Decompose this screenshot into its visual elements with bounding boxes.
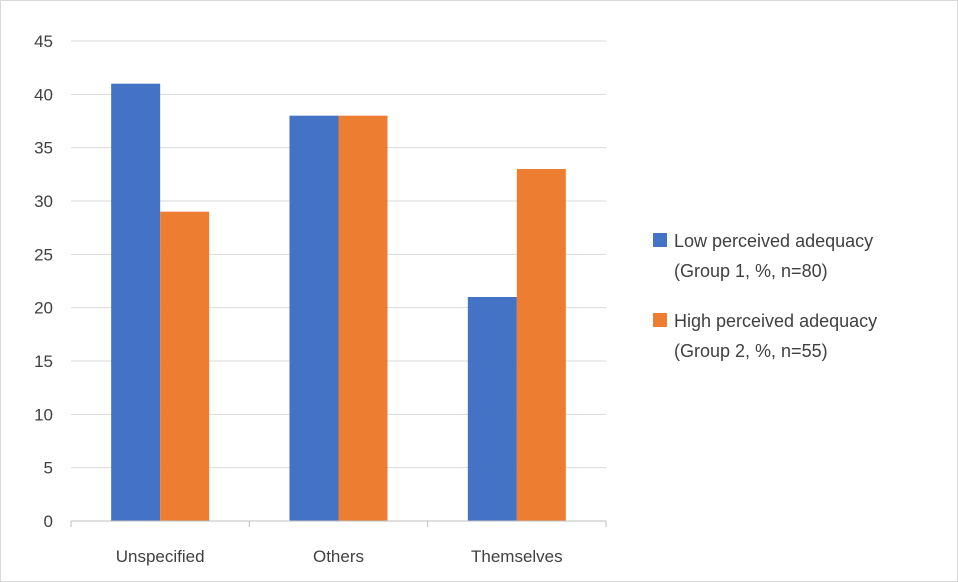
bars: [111, 83, 566, 522]
legend-label-line: High perceived adequacy: [674, 311, 877, 331]
x-tick-label: Others: [313, 547, 364, 566]
y-tick-label: 15: [34, 352, 53, 371]
x-tick-label: Themselves: [471, 547, 563, 566]
y-tick-label: 5: [44, 459, 53, 478]
bar-series2-themselves: [516, 169, 566, 521]
legend-item-series2: High perceived adequacy (Group 2, %, n=55…: [653, 311, 877, 361]
x-axis: [70, 520, 607, 527]
bar-series1-others: [289, 115, 339, 522]
y-tick-label: 25: [34, 245, 53, 264]
legend-label-line: (Group 1, %, n=80): [674, 261, 828, 281]
y-tick-label: 40: [34, 85, 53, 104]
legend-label-line: Low perceived adequacy: [674, 231, 873, 251]
bar-series1-themselves: [467, 297, 517, 521]
y-tick-label: 0: [44, 512, 53, 531]
y-tick-label: 30: [34, 192, 53, 211]
x-tick-label: Unspecified: [116, 547, 205, 566]
legend-swatch: [653, 233, 667, 247]
x-axis-tick-labels: Unspecified Others Themselves: [116, 547, 563, 566]
y-tick-label: 35: [34, 139, 53, 158]
bar-series2-unspecified: [160, 211, 210, 521]
legend: Low perceived adequacy (Group 1, %, n=80)…: [653, 231, 877, 361]
bar-series1-unspecified: [111, 83, 161, 522]
legend-item-series1: Low perceived adequacy (Group 1, %, n=80): [653, 231, 873, 281]
y-tick-label: 45: [34, 32, 53, 51]
y-tick-label: 10: [34, 405, 53, 424]
y-tick-label: 20: [34, 299, 53, 318]
bar-series2-others: [338, 115, 388, 522]
legend-label-line: (Group 2, %, n=55): [674, 341, 828, 361]
y-axis-tick-labels: 0 5 10 15 20 25 30 35 40 45: [34, 32, 53, 531]
legend-swatch: [653, 313, 667, 327]
